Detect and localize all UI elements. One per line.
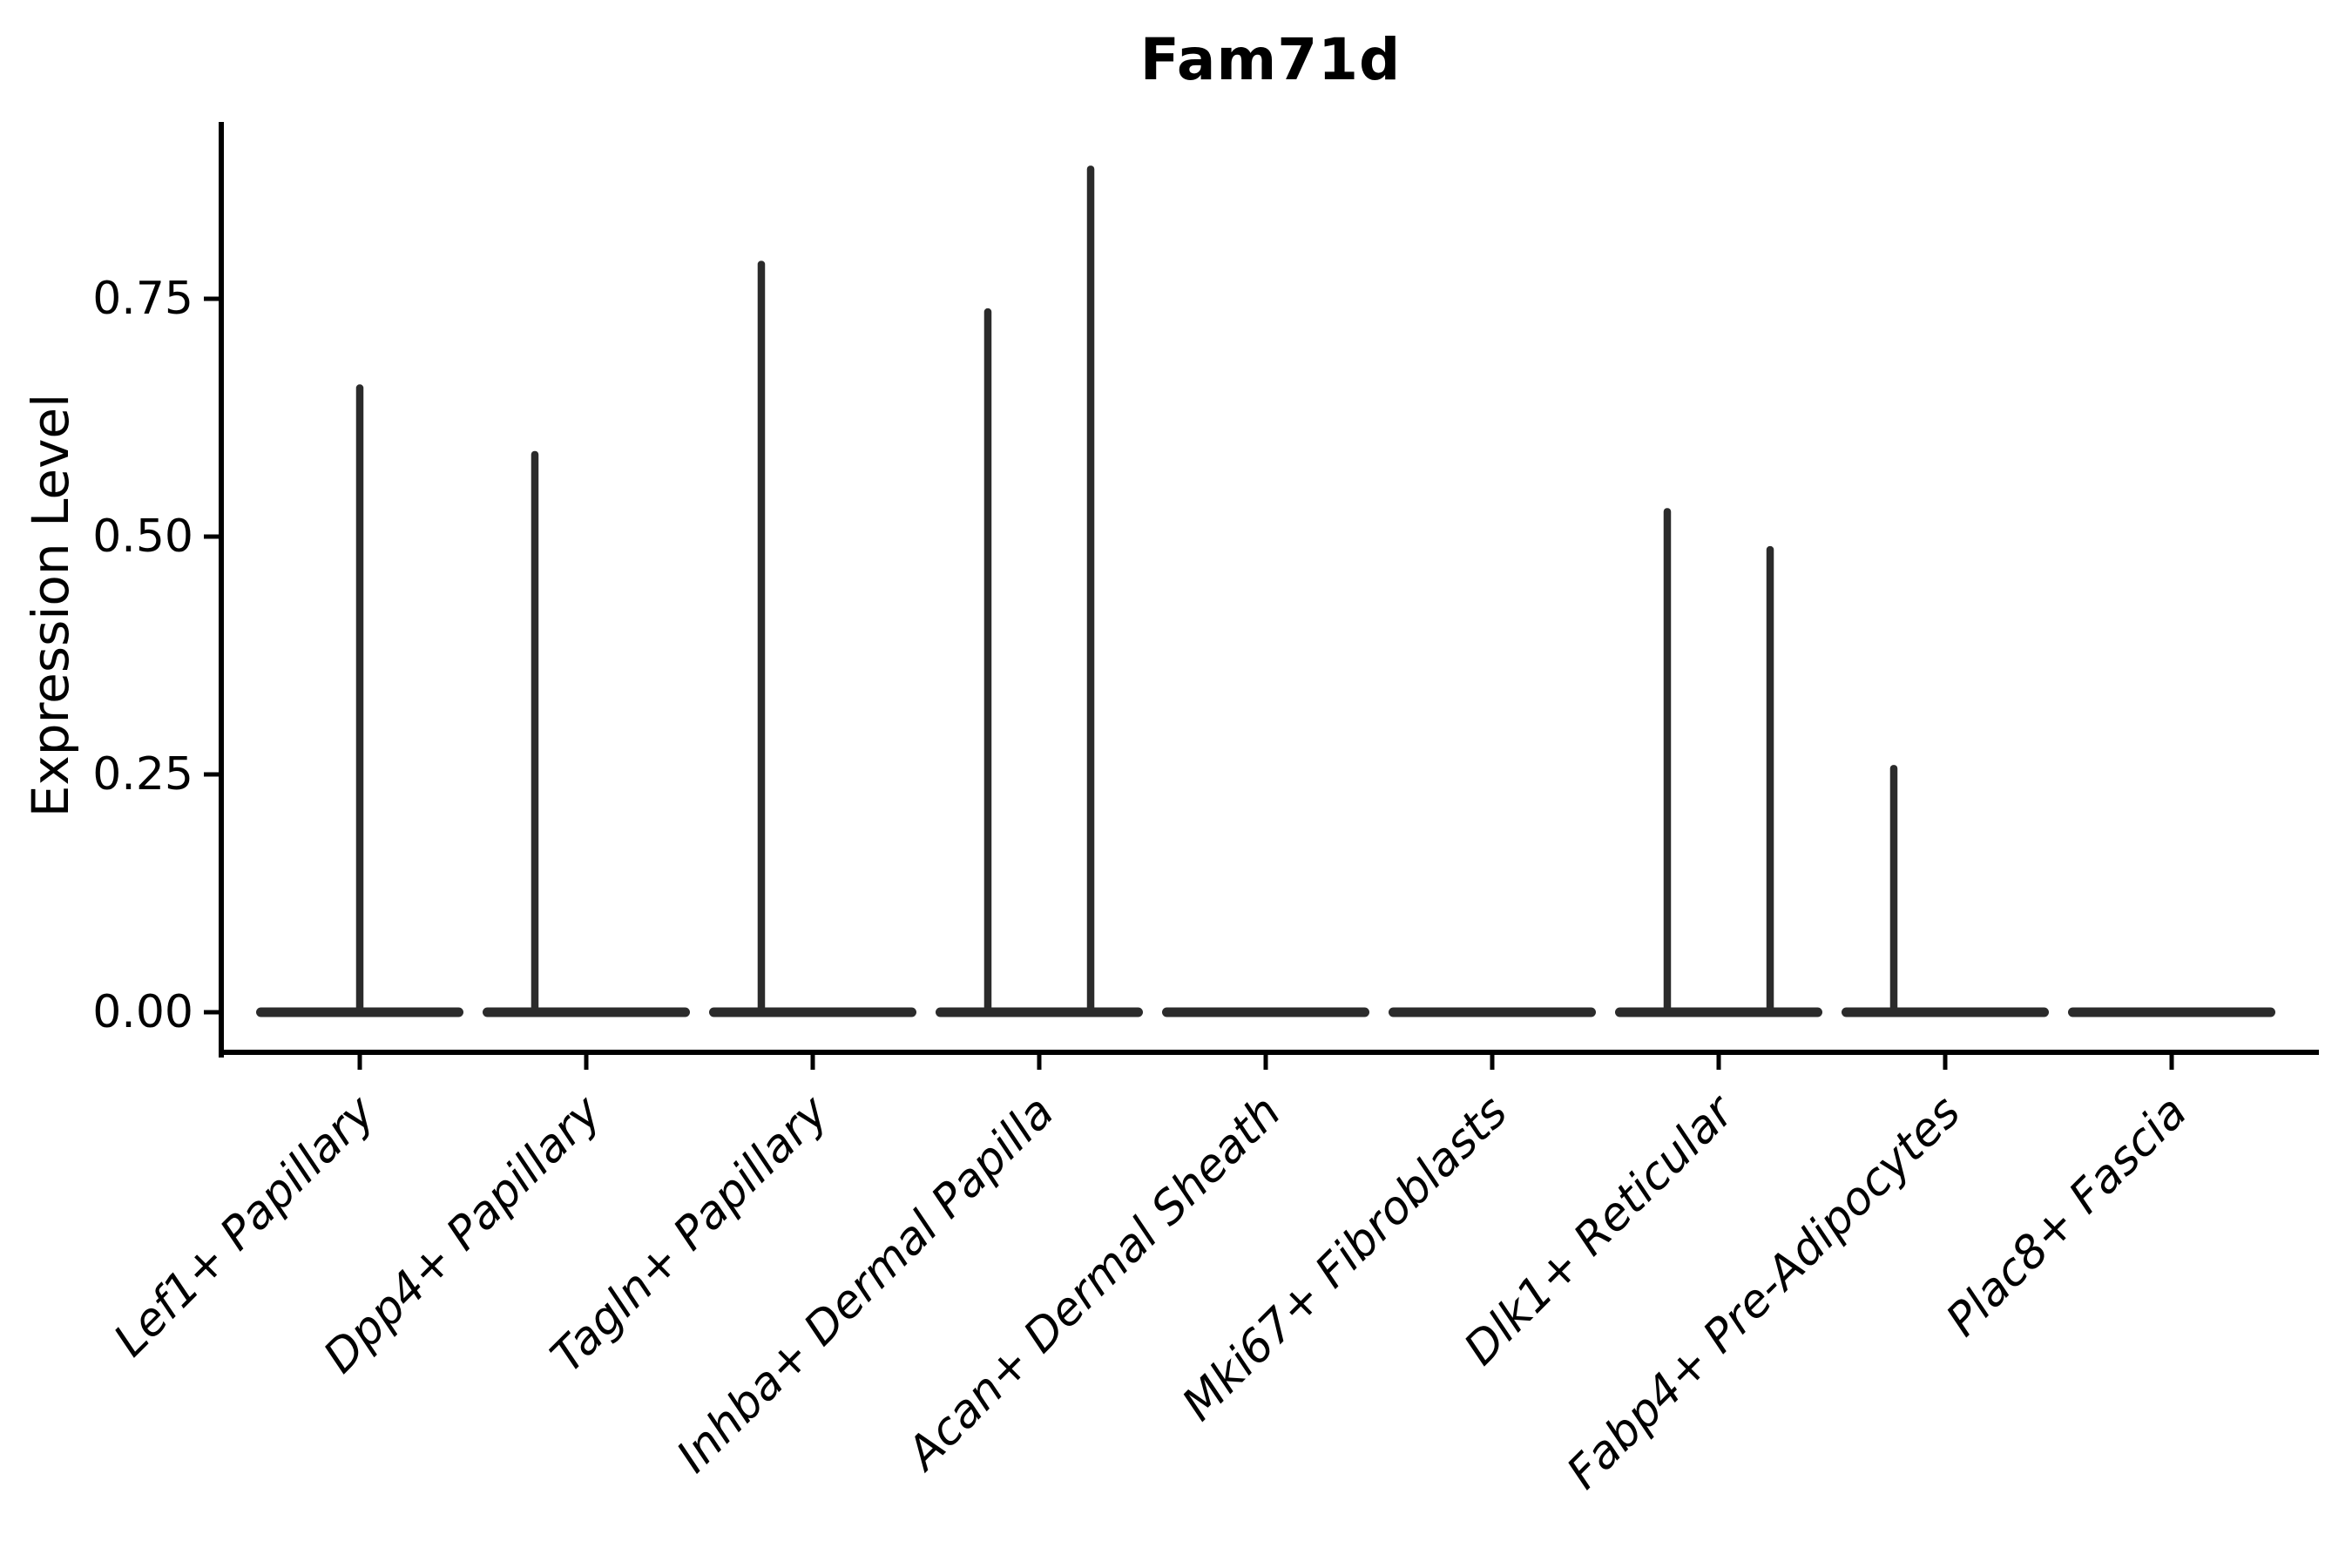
violin-base (936, 1007, 1143, 1017)
violin-spike (355, 384, 364, 1014)
violin-spike (983, 308, 992, 1014)
x-tick-mark (1263, 1055, 1268, 1070)
plot-title: Fam71d (1139, 26, 1402, 93)
violin-base (2068, 1007, 2275, 1017)
y-tick-mark (204, 296, 219, 301)
x-tick-mark (2169, 1055, 2174, 1070)
violin-base (1389, 1007, 1596, 1017)
violin-spike (531, 450, 539, 1014)
x-tick-mark (1943, 1055, 1948, 1070)
y-tick-mark (204, 1010, 219, 1015)
y-tick-label: 0.00 (92, 986, 193, 1038)
x-tick-mark (1716, 1055, 1721, 1070)
violin-base (1842, 1007, 2049, 1017)
y-tick-mark (204, 772, 219, 777)
x-tick-mark (1037, 1055, 1042, 1070)
violin-base (1162, 1007, 1369, 1017)
violin-spike (1889, 765, 1898, 1014)
y-tick-label: 0.25 (92, 748, 193, 801)
x-axis-spine (221, 1050, 2319, 1055)
x-tick-mark (357, 1055, 362, 1070)
x-tick-mark (1490, 1055, 1495, 1070)
y-tick-mark (204, 534, 219, 539)
y-tick-label: 0.50 (92, 510, 193, 563)
violin-spike (1086, 166, 1095, 1014)
y-axis-spine (219, 122, 224, 1058)
x-tick-mark (810, 1055, 815, 1070)
y-tick-label: 0.75 (92, 273, 193, 325)
violin-base (256, 1007, 463, 1017)
violin-spike (757, 260, 766, 1014)
violin-spike (1766, 545, 1774, 1014)
x-tick-mark (584, 1055, 589, 1070)
violin-base (709, 1007, 916, 1017)
violin-spike (1663, 508, 1672, 1014)
violin-base (1615, 1007, 1822, 1017)
violin-base (483, 1007, 690, 1017)
